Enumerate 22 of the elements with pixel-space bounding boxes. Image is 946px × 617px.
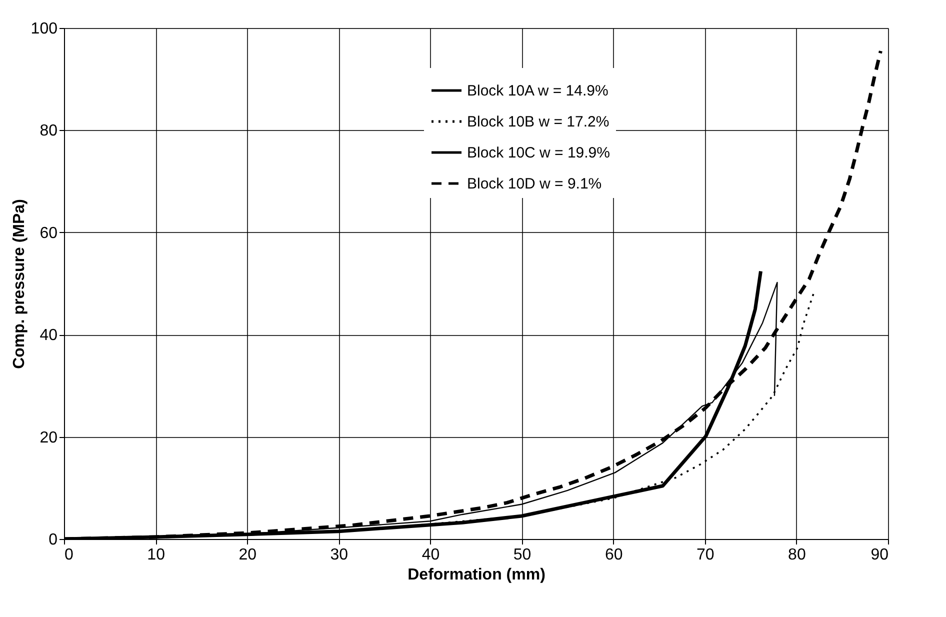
x-tick-label: 30 <box>330 546 348 564</box>
y-axis-title: Comp. pressure (MPa) <box>10 199 28 369</box>
x-tick-label: 50 <box>513 546 532 564</box>
y-tick-label: 40 <box>40 327 58 344</box>
legend-label: Block 10A w = 14.9% <box>467 82 608 100</box>
x-tick-label: 80 <box>788 546 806 564</box>
y-tick-label: 100 <box>30 20 58 38</box>
y-tick-label: 60 <box>40 224 58 242</box>
x-tick-label: 10 <box>147 546 166 564</box>
x-tick-label: 90 <box>870 546 889 564</box>
y-tick-label: 20 <box>40 429 58 446</box>
x-tick-label: 20 <box>238 546 257 564</box>
x-tick-label: 60 <box>604 546 623 564</box>
y-tick-label: 80 <box>40 122 58 140</box>
x-tick-label: 70 <box>696 546 714 564</box>
legend-label: Block 10C w = 19.9% <box>467 144 610 162</box>
x-axis-title: Deformation (mm) <box>408 566 546 584</box>
x-tick-label: 40 <box>422 546 440 564</box>
legend-label: Block 10D w = 9.1% <box>467 176 602 192</box>
x-tick-label: 0 <box>64 546 74 564</box>
legend-label: Block 10B w = 17.2% <box>467 114 610 130</box>
y-tick-label: 0 <box>48 532 58 548</box>
